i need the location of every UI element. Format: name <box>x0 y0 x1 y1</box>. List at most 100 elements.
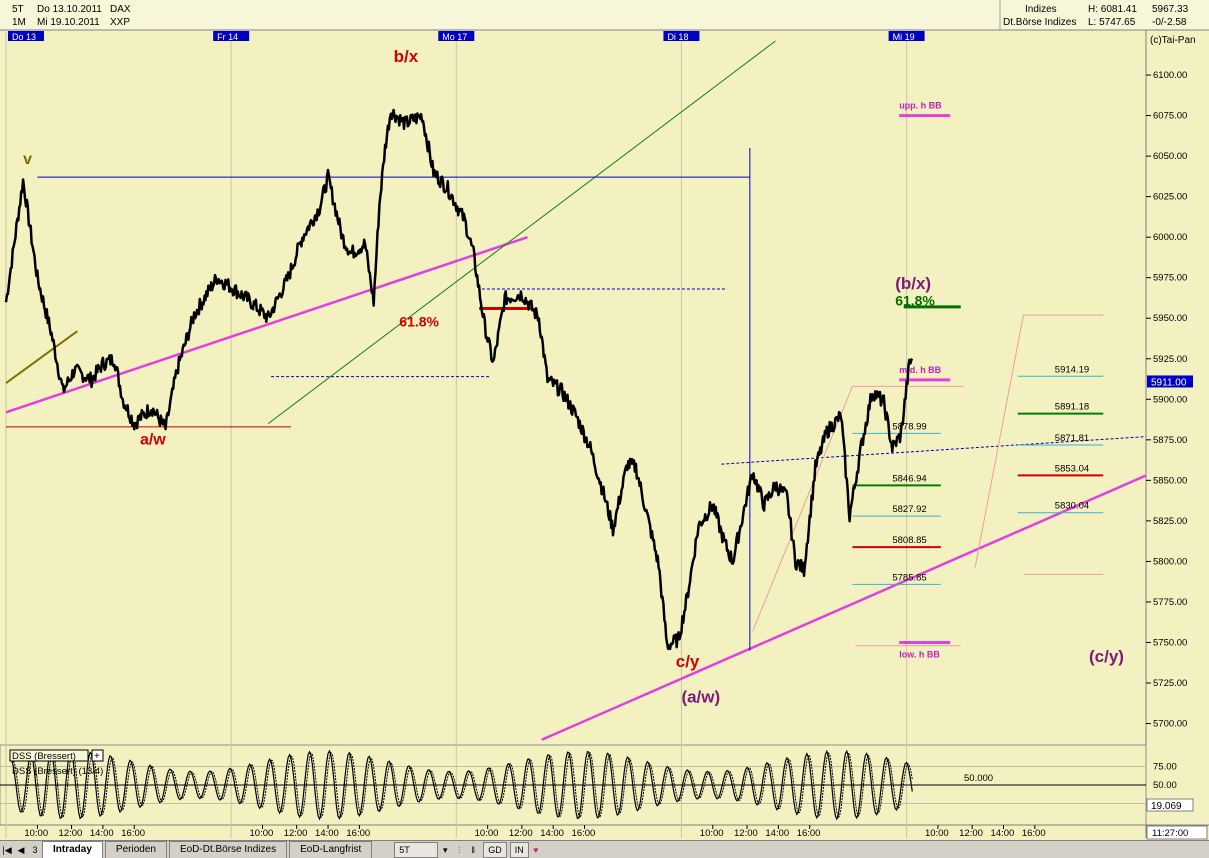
fib-right-label: 5914.19 <box>1055 364 1089 375</box>
day-label: Fr 14 <box>217 32 238 42</box>
day-label-box <box>663 31 700 41</box>
bollinger-label: mid. h BB <box>899 365 941 375</box>
dss-legend-box <box>9 749 89 762</box>
y-tick-label: 5800.00 <box>1153 556 1187 567</box>
day-label: Do 13 <box>12 32 36 42</box>
x-tick-label: 14:00 <box>90 828 114 839</box>
trend-line-lower-right <box>541 474 1147 741</box>
day-label-box <box>438 31 475 41</box>
y-tick-label: 5700.00 <box>1153 719 1187 730</box>
fib-left-label: 5846.94 <box>892 473 926 484</box>
day-label: Mi 19 <box>893 32 915 42</box>
fib-left-label: 5878.99 <box>892 421 926 432</box>
fib-right-label: 5891.18 <box>1055 402 1089 413</box>
x-tick-label: 16:00 <box>121 828 145 839</box>
y-tick-label: 5875.00 <box>1153 435 1187 446</box>
header-high: H: 6081.41 <box>1088 4 1137 15</box>
y-tick-label: 5775.00 <box>1153 597 1187 608</box>
dss-level-label: 50.00 <box>1153 780 1177 791</box>
candles-icon[interactable]: ⫶ <box>458 844 461 855</box>
header-low: L: 5747.65 <box>1088 17 1136 28</box>
in-button[interactable]: IN <box>509 841 529 858</box>
y-tick-label: 6100.00 <box>1153 70 1187 81</box>
olive-line <box>5 330 78 384</box>
x-tick-label: 16:00 <box>572 828 596 839</box>
header-range: 1M <box>12 17 26 28</box>
wave-label: c/y <box>676 652 700 671</box>
prev-page-icon[interactable]: ◀ <box>17 844 25 855</box>
x-tick-label: 12:00 <box>284 828 308 839</box>
clock-box <box>1146 825 1208 840</box>
chevron-down-icon[interactable]: ▾ <box>442 844 448 855</box>
x-tick-label: 12:00 <box>59 828 83 839</box>
x-tick-label: 14:00 <box>540 828 564 839</box>
fib-right-label: 5853.04 <box>1055 463 1089 474</box>
wave-label: (b/x) <box>895 274 931 293</box>
dss-legend-label: DSS (Bressert) <box>12 751 76 762</box>
y-tick-label: 6000.00 <box>1153 232 1187 243</box>
page-number: 3 <box>32 844 38 855</box>
y-tick-label: 5825.00 <box>1153 516 1187 527</box>
day-label: Di 18 <box>667 32 688 42</box>
y-tick-label: 5925.00 <box>1153 354 1187 365</box>
dss-reference-label: 50.000 <box>964 773 993 784</box>
x-tick-label: 10:00 <box>475 828 499 839</box>
gd-button[interactable]: GD <box>483 841 507 858</box>
header-last: 5967.33 <box>1152 4 1189 15</box>
wave-label: 61.8% <box>399 313 439 329</box>
x-tick-label: 14:00 <box>315 828 339 839</box>
dss-level-label: 75.00 <box>1153 762 1177 773</box>
x-tick-label: 16:00 <box>797 828 821 839</box>
x-tick-label: 10:00 <box>250 828 274 839</box>
day-label-box <box>888 31 925 41</box>
bars-icon[interactable]: ‖ <box>471 844 476 855</box>
wave-label: a/w <box>140 432 166 449</box>
wave-label: v <box>23 151 32 168</box>
dss-main-line <box>11 749 913 821</box>
y-tick-label: 5900.00 <box>1153 394 1187 405</box>
y-tick-label: 6075.00 <box>1153 111 1187 122</box>
header-panel <box>0 0 1209 30</box>
tab-eod-boerse[interactable]: EoD-Dt.Börse Indizes <box>168 841 288 858</box>
header-copyright: (c)Tai-Pan <box>1150 35 1196 46</box>
indicator-icon[interactable]: ♥ <box>533 844 539 855</box>
header-category: Indizes <box>1025 4 1057 15</box>
x-tick-label: 10:00 <box>700 828 724 839</box>
clock-label: 11:27:00 <box>1152 828 1188 839</box>
fib-left-label: 5808.85 <box>892 535 926 546</box>
header-date-from: Do 13.10.2011 <box>37 4 102 15</box>
tab-eod-langfrist[interactable]: EoD-Langfrist <box>289 841 373 858</box>
price-label: 5911.00 <box>1151 377 1187 388</box>
x-tick-label: 12:00 <box>959 828 983 839</box>
tab-perioden[interactable]: Perioden <box>104 841 167 858</box>
wave-label: 61.8% <box>895 292 935 308</box>
dss-add-box <box>91 749 104 762</box>
bollinger-label: upp. h BB <box>899 101 942 111</box>
first-page-icon[interactable]: |◀ <box>2 844 12 855</box>
header-symbol: DAX <box>110 4 131 15</box>
header-source: Dt.Börse Indizes <box>1003 17 1076 28</box>
bottom-tabbar: |◀ ◀ 3 Intraday Perioden EoD-Dt.Börse In… <box>0 840 1209 858</box>
wave-label: (c/y) <box>1089 647 1124 666</box>
header-exchange: XXP <box>110 17 130 28</box>
fib-left-label: 5827.92 <box>892 504 926 515</box>
x-tick-label: 10:00 <box>925 828 949 839</box>
timeframe-select[interactable]: 5T <box>394 841 439 858</box>
wave-label: b/x <box>394 47 419 66</box>
x-tick-label: 14:00 <box>765 828 789 839</box>
y-tick-label: 6025.00 <box>1153 192 1187 203</box>
y-tick-label: 5975.00 <box>1153 273 1187 284</box>
fib-right-label: 5830.04 <box>1055 501 1089 512</box>
x-tick-label: 16:00 <box>346 828 370 839</box>
x-tick-label: 14:00 <box>991 828 1015 839</box>
dss-legend-label-2: DSS (Bressert) (13/4) <box>12 766 103 777</box>
tab-intraday[interactable]: Intraday <box>42 841 103 858</box>
x-tick-label: 10:00 <box>24 828 48 839</box>
dash-line-3 <box>721 436 1147 465</box>
day-label-box <box>213 31 250 41</box>
y-tick-label: 5950.00 <box>1153 313 1187 324</box>
y-tick-label: 6050.00 <box>1153 151 1187 162</box>
projection-line-1 <box>752 386 853 632</box>
